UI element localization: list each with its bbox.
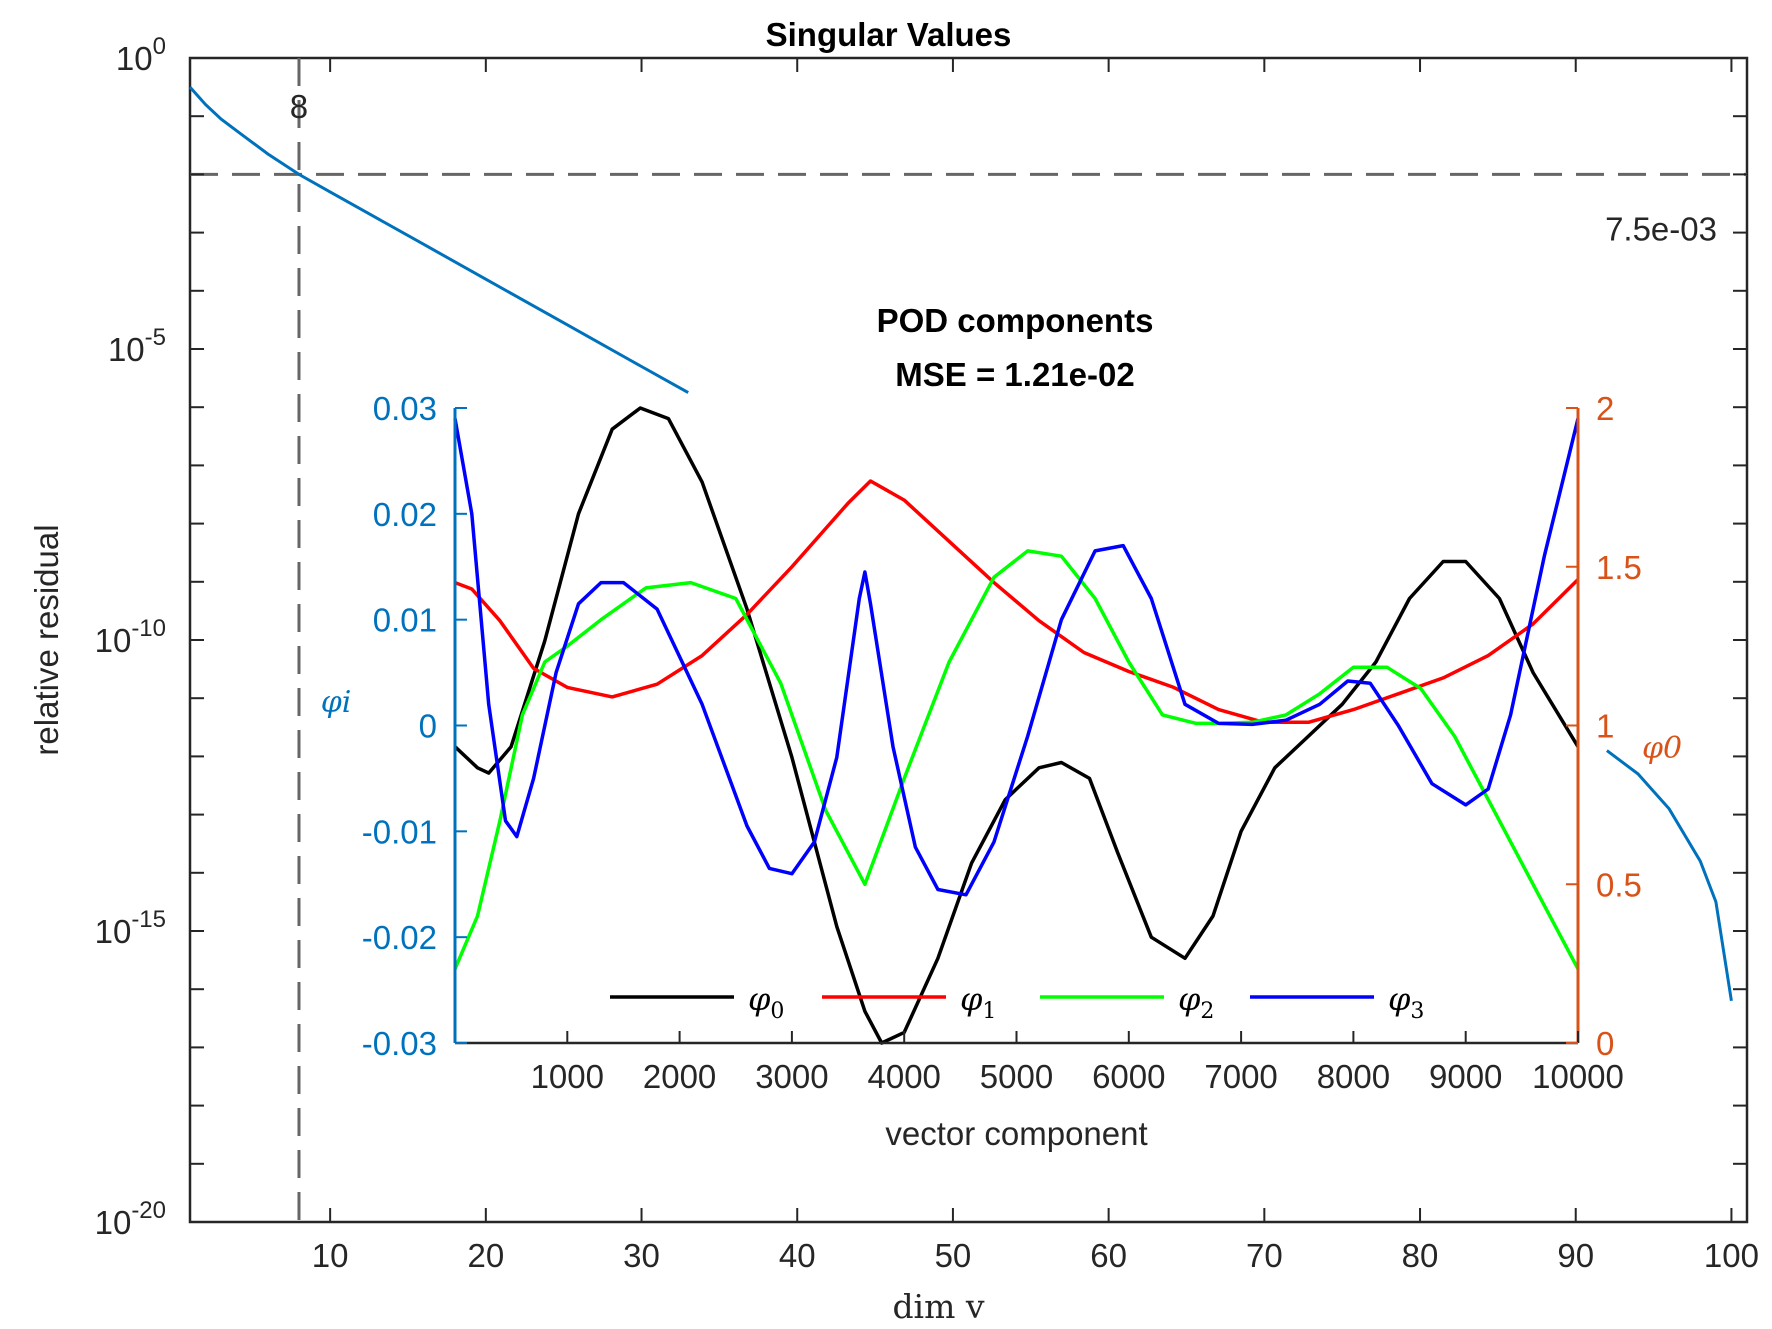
legend: φ0 φ1 φ2 φ3 bbox=[610, 980, 1424, 1024]
inset-left-tick-label: 0.01 bbox=[373, 602, 437, 639]
inset-subtitle: MSE = 1.21e-02 bbox=[895, 356, 1134, 393]
y-tick-label: 10-20 bbox=[95, 1197, 166, 1241]
inset-x-tick-label: 4000 bbox=[867, 1058, 940, 1095]
y-tick-label: 10-10 bbox=[95, 615, 166, 659]
legend-label-base: φ bbox=[1388, 980, 1411, 1018]
inset-x-axis-label: vector component bbox=[885, 1115, 1147, 1152]
legend-label-2: φ2 bbox=[1178, 980, 1214, 1024]
singular-value-series-0 bbox=[188, 86, 689, 394]
pod-series-0 bbox=[453, 406, 1580, 1045]
x-tick-label: 80 bbox=[1402, 1237, 1439, 1274]
inset-right-tick-label: 0 bbox=[1596, 1025, 1614, 1062]
inset-x-tick-label: 6000 bbox=[1092, 1058, 1165, 1095]
legend-label-1: φ1 bbox=[960, 980, 996, 1024]
inset-ticks: 1000 2000 3000 4000 5000 6000 7000 8000 9000 1000… bbox=[362, 390, 1642, 1095]
y-tick-exponent: -10 bbox=[131, 615, 166, 642]
legend-label-base: φ bbox=[1178, 980, 1201, 1018]
y-tick-label: 10-5 bbox=[108, 324, 166, 368]
inset-x-tick-label: 1000 bbox=[531, 1058, 604, 1095]
inset-left-tick-label: 0.03 bbox=[373, 390, 437, 427]
inset-right-tick-label: 1.5 bbox=[1596, 549, 1642, 586]
pod-series-1 bbox=[454, 479, 1580, 725]
y-tick-label: 100 bbox=[116, 33, 166, 77]
inset-right-tick-label: 1 bbox=[1596, 708, 1614, 745]
x-tick-label: 70 bbox=[1246, 1237, 1283, 1274]
y-tick-label: 10-15 bbox=[95, 906, 166, 950]
threshold-label: 7.5e-03 bbox=[1605, 210, 1717, 247]
inset-left-tick-label: -0.01 bbox=[362, 813, 437, 850]
x-tick-label: 100 bbox=[1704, 1237, 1759, 1274]
legend-label-3: φ3 bbox=[1388, 980, 1424, 1024]
inset-x-tick-label: 5000 bbox=[980, 1058, 1053, 1095]
y-tick-base: 10 bbox=[116, 40, 153, 77]
inset-title: POD components bbox=[877, 302, 1154, 339]
inset-x-tick-label: 9000 bbox=[1429, 1058, 1502, 1095]
inset-left-tick-label: -0.03 bbox=[362, 1025, 437, 1062]
x-tick-label: 40 bbox=[779, 1237, 816, 1274]
x-tick-label: 50 bbox=[935, 1237, 972, 1274]
y-tick-exponent: -20 bbox=[131, 1197, 166, 1224]
inset-series bbox=[453, 406, 1580, 1045]
x-axis-label: dim v bbox=[892, 1287, 984, 1326]
pod-series-2 bbox=[453, 549, 1580, 970]
outer-ticks: 10 20 30 40 50 60 70 80 90 10010010-510-1010-1510… bbox=[95, 33, 1759, 1274]
inset-left-tick-label: -0.02 bbox=[362, 919, 437, 956]
y-tick-base: 10 bbox=[95, 1204, 132, 1241]
inset-right-tick-label: 0.5 bbox=[1596, 866, 1642, 903]
inset-right-y-axis-label: φ0 bbox=[1642, 731, 1682, 766]
inset-background bbox=[455, 408, 1578, 1043]
inset-left-tick-label: 0 bbox=[419, 708, 437, 745]
legend-label-sub: 0 bbox=[770, 999, 784, 1024]
legend-label-base: φ bbox=[960, 980, 983, 1018]
legend-label-sub: 3 bbox=[1410, 999, 1424, 1024]
x-tick-label: 20 bbox=[467, 1237, 504, 1274]
x-tick-label: 60 bbox=[1090, 1237, 1127, 1274]
x-tick-label: 30 bbox=[623, 1237, 660, 1274]
singular-value-series-1 bbox=[1606, 749, 1733, 1002]
outer-series bbox=[188, 58, 1747, 1222]
pod-series-3 bbox=[453, 418, 1580, 897]
pod-components-inset: 1000 2000 3000 4000 5000 6000 7000 8000 9000 1000… bbox=[321, 302, 1682, 1152]
inset-x-tick-label: 3000 bbox=[755, 1058, 828, 1095]
inset-left-tick-label: 0.02 bbox=[373, 496, 437, 533]
legend-label-0: φ0 bbox=[748, 980, 784, 1024]
legend-label-sub: 1 bbox=[982, 999, 996, 1024]
y-tick-exponent: 0 bbox=[153, 33, 166, 60]
y-tick-exponent: -5 bbox=[145, 324, 166, 351]
marker-label: 8 bbox=[290, 88, 308, 125]
inset-left-y-axis-label: φi bbox=[321, 685, 352, 720]
y-tick-exponent: -15 bbox=[131, 906, 166, 933]
y-tick-base: 10 bbox=[95, 913, 132, 950]
y-axis-label: relative residual bbox=[28, 524, 65, 755]
y-tick-base: 10 bbox=[108, 331, 145, 368]
singular-values-chart: Singular Values 10 20 30 40 50 60 70 80 90 100100… bbox=[28, 16, 1759, 1326]
legend-label-sub: 2 bbox=[1200, 999, 1214, 1024]
y-tick-base: 10 bbox=[95, 622, 132, 659]
x-tick-label: 10 bbox=[312, 1237, 349, 1274]
inset-x-tick-label: 10000 bbox=[1532, 1058, 1624, 1095]
inset-x-tick-label: 8000 bbox=[1317, 1058, 1390, 1095]
x-tick-label: 90 bbox=[1557, 1237, 1594, 1274]
legend-label-base: φ bbox=[748, 980, 771, 1018]
inset-x-tick-label: 7000 bbox=[1204, 1058, 1277, 1095]
inset-x-tick-label: 2000 bbox=[643, 1058, 716, 1095]
inset-right-tick-label: 2 bbox=[1596, 390, 1614, 427]
chart-title: Singular Values bbox=[766, 16, 1012, 53]
